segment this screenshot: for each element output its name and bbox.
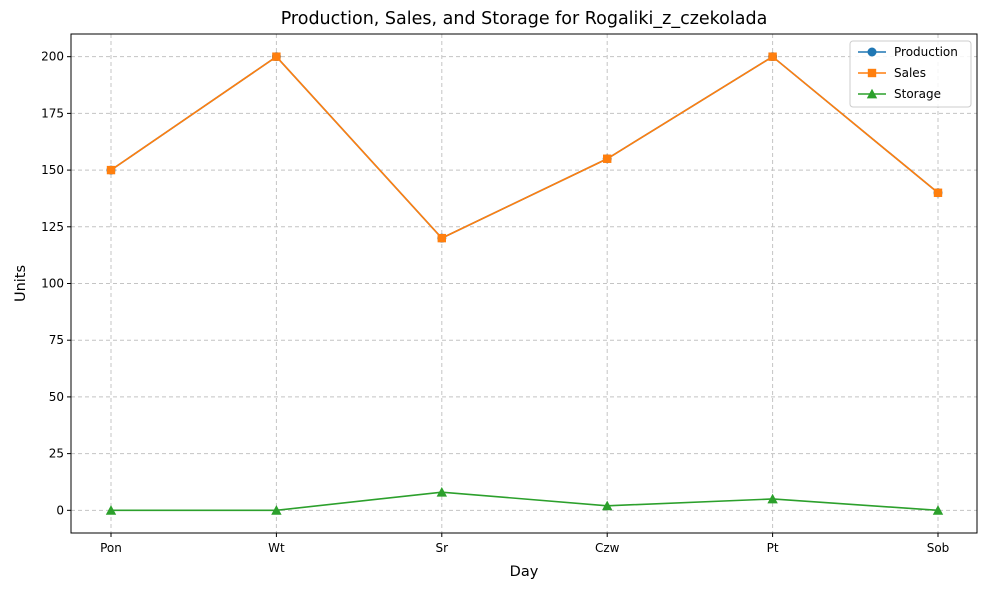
y-tick-label: 75 <box>49 333 64 347</box>
x-axis-title: Day <box>510 564 539 580</box>
x-tick-label: Sr <box>436 541 449 555</box>
legend-label: Sales <box>894 66 926 80</box>
y-tick-label: 175 <box>41 106 64 120</box>
legend-label: Production <box>894 45 958 59</box>
y-tick-label: 25 <box>49 447 64 461</box>
legend-item-storage: Storage <box>858 87 941 101</box>
x-tick-label: Sob <box>927 541 950 555</box>
legend-marker <box>866 88 878 99</box>
ticks-layer: Pon Wt Sr Czw Pt Sob 0 25 50 75 100 125 150 175 200 <box>41 50 949 555</box>
legend-marker <box>867 68 877 78</box>
sales-point <box>437 233 446 243</box>
storage-point <box>602 500 613 511</box>
y-tick-label: 150 <box>41 163 64 177</box>
series-sales <box>106 52 943 243</box>
storage-point <box>271 505 282 515</box>
storage-point <box>436 486 447 497</box>
y-tick-label: 100 <box>41 277 64 291</box>
legend-marker <box>867 47 877 57</box>
storage-point <box>932 505 944 515</box>
x-tick-label: Pt <box>767 541 779 555</box>
sales-point <box>272 52 281 61</box>
x-tick-label: Pon <box>100 541 122 555</box>
production-line <box>110 55 939 240</box>
legend-item-production: Production <box>858 45 958 59</box>
y-axis-title: Units <box>13 265 29 302</box>
storage-point <box>767 493 778 504</box>
legend-box <box>849 40 972 108</box>
legend-item-sales: Sales <box>858 66 926 80</box>
sales-point <box>768 52 777 61</box>
chart-title: Production, Sales, and Storage for Rogal… <box>281 9 768 29</box>
storage-line <box>111 491 939 512</box>
storage-point <box>105 505 117 515</box>
x-tick-label: Wt <box>268 541 285 555</box>
y-tick-label: 0 <box>56 503 64 517</box>
series-storage <box>105 486 944 515</box>
x-tick-label: Czw <box>595 541 620 555</box>
sales-line <box>110 55 939 240</box>
sales-point <box>603 154 612 163</box>
y-tick-label: 50 <box>49 390 64 404</box>
legend: Production Sales Storage <box>849 40 972 108</box>
sales-point <box>106 165 116 175</box>
sales-point <box>933 188 943 197</box>
grid-layer <box>71 34 977 533</box>
legend-label: Storage <box>894 87 941 101</box>
y-tick-label: 125 <box>41 220 64 234</box>
series-production <box>106 52 943 243</box>
y-tick-label: 200 <box>41 50 64 64</box>
series-layer <box>105 52 944 515</box>
